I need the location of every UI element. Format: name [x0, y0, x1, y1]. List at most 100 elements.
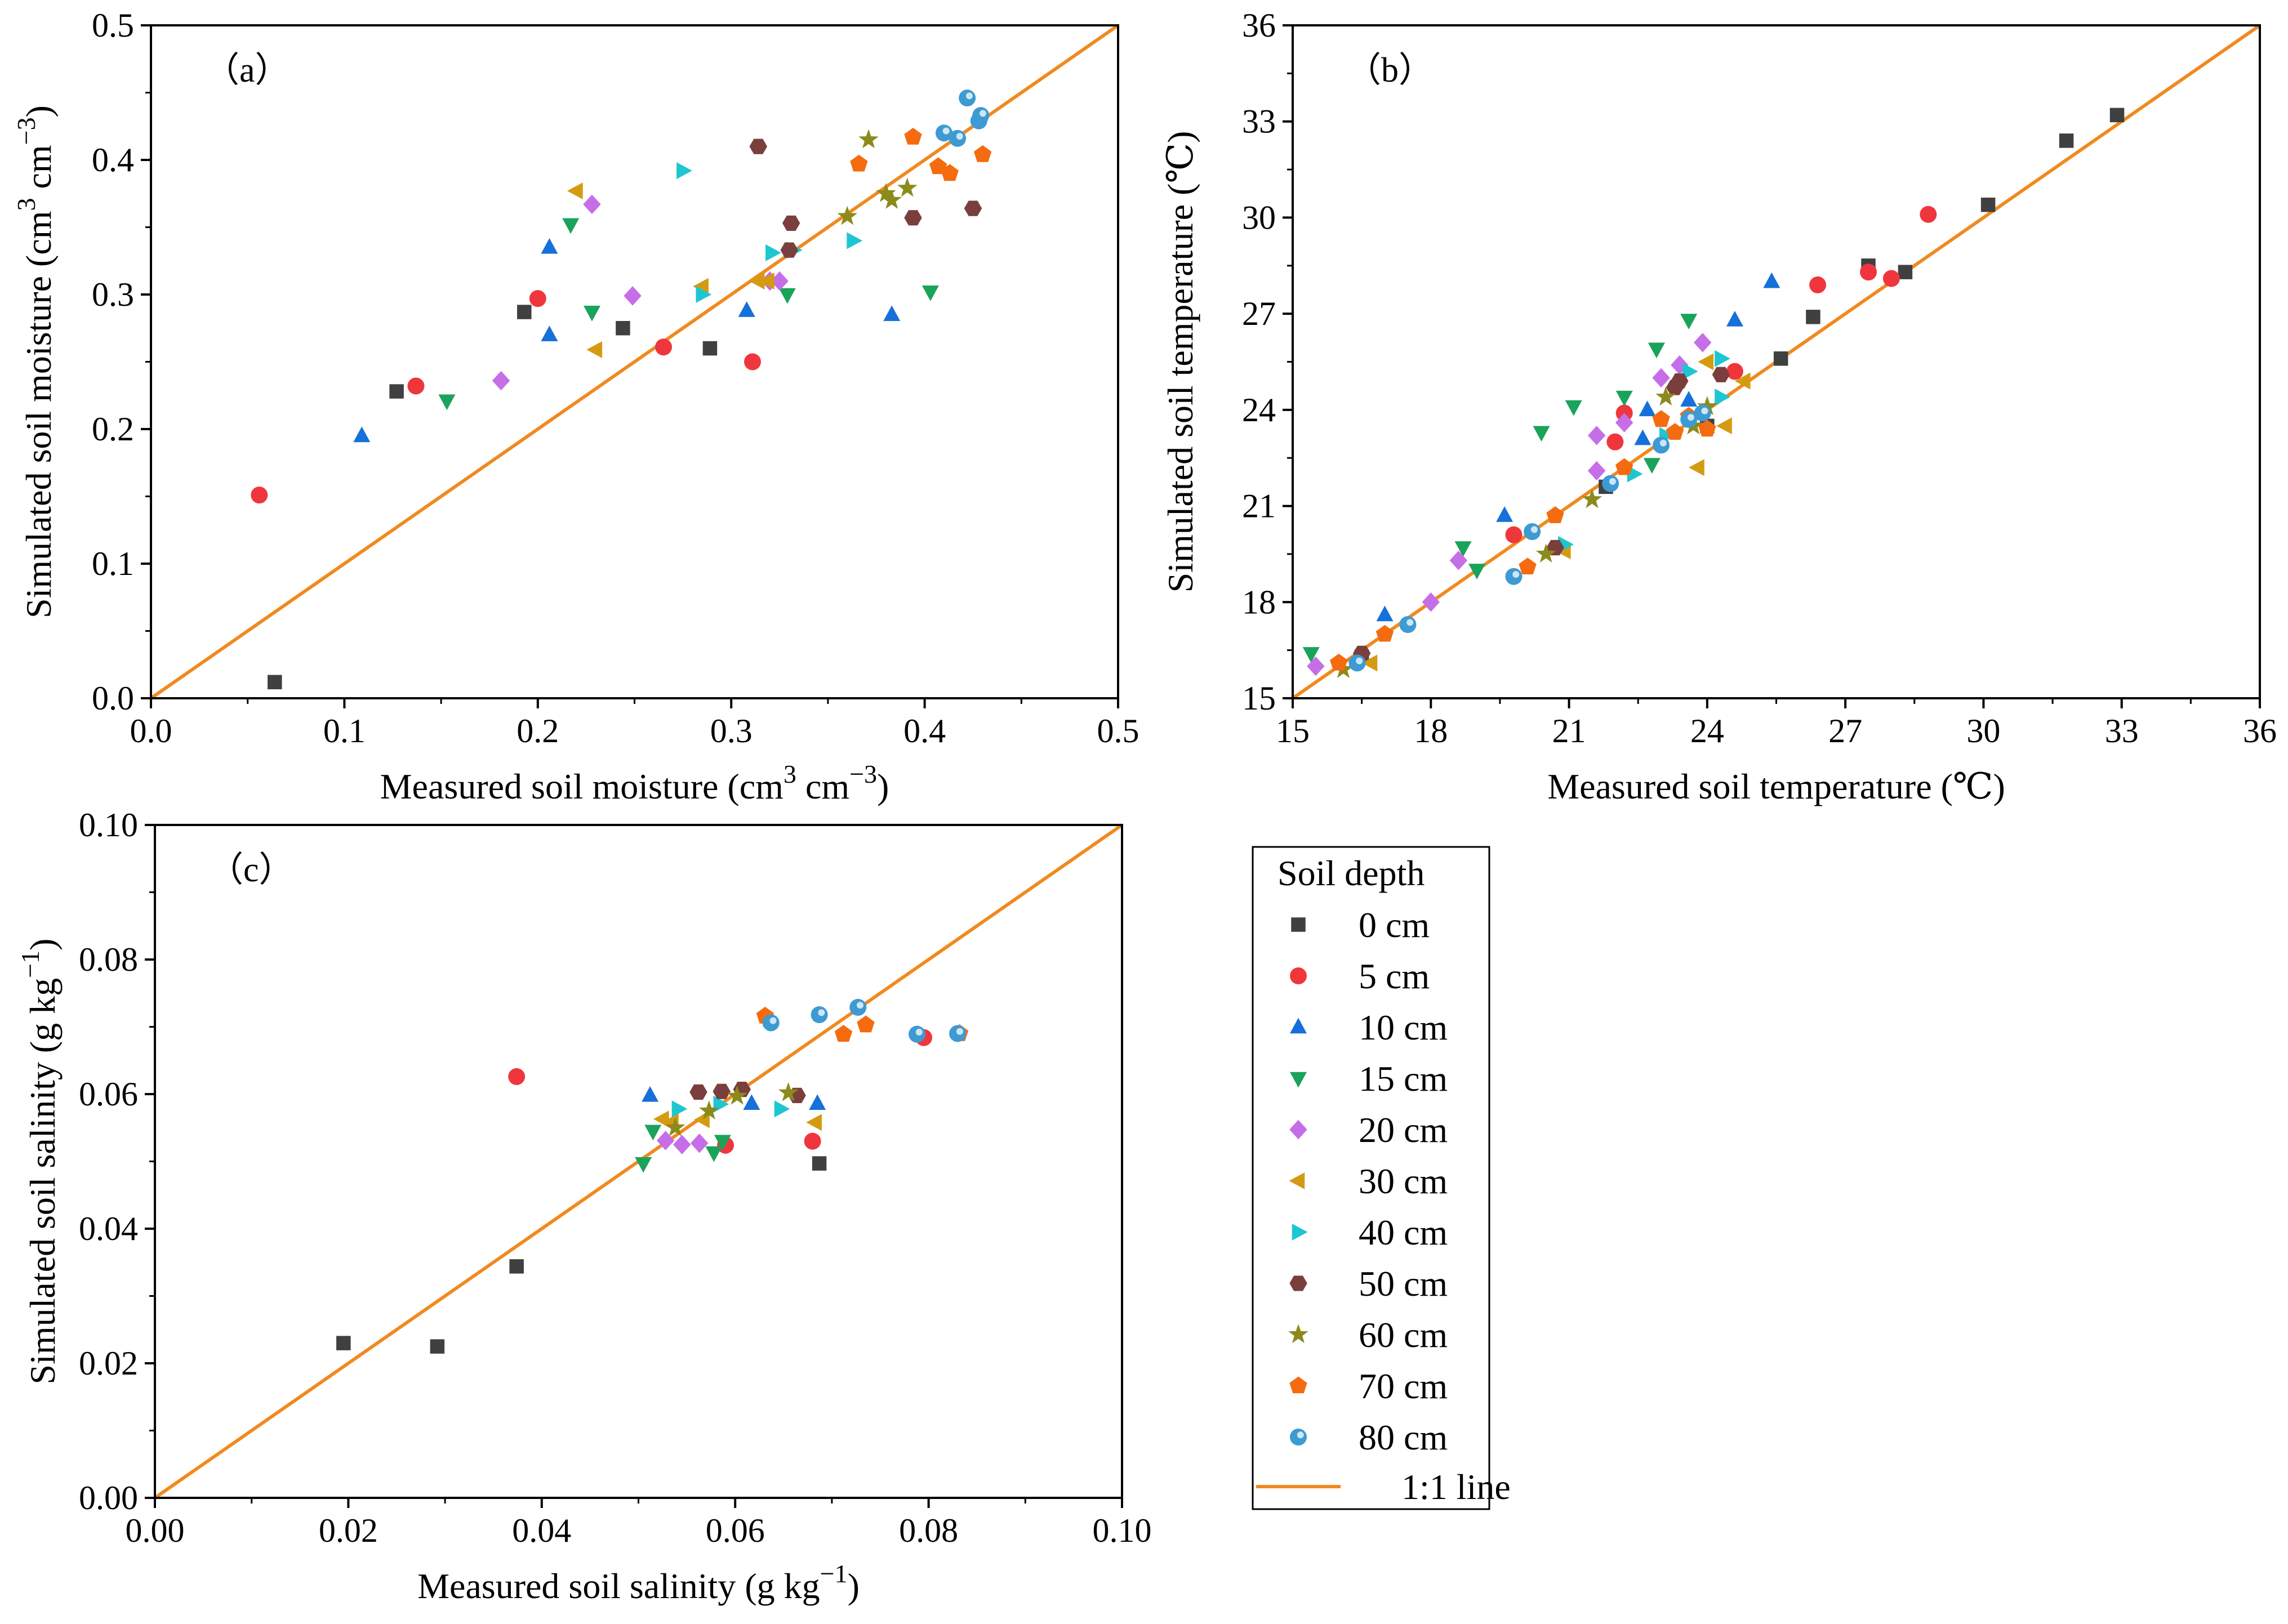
data-point-70cm — [1698, 420, 1716, 437]
data-point-10cm — [1634, 429, 1652, 445]
y-axis-title: Simulated soil temperature (℃) — [1160, 131, 1200, 593]
data-point-80cm — [1694, 404, 1711, 422]
data-point-0cm — [1898, 265, 1913, 279]
y-tick-label: 0.08 — [79, 941, 138, 978]
data-point-15cm — [635, 1157, 652, 1173]
data-point-0cm — [509, 1259, 524, 1274]
data-point-5cm — [804, 1132, 821, 1150]
data-point-50cm — [782, 215, 800, 231]
data-point-20cm — [1587, 461, 1606, 481]
data-point-10cm — [743, 1094, 760, 1110]
series-70cm — [850, 127, 992, 181]
data-point-15cm — [705, 1146, 723, 1162]
data-point-15cm — [1454, 541, 1472, 557]
legend-label-80cm: 80 cm — [1359, 1417, 1448, 1457]
data-point-60cm — [882, 190, 902, 209]
data-point-70cm — [1615, 458, 1633, 475]
y-tick-label: 30 — [1242, 199, 1276, 236]
data-point-0cm — [517, 305, 532, 319]
data-point-15cm — [1468, 564, 1486, 579]
data-point-30cm — [806, 1114, 822, 1131]
series-0cm — [268, 305, 718, 690]
data-point-5cm — [1920, 206, 1937, 223]
y-tick-label: 0.2 — [92, 411, 134, 448]
data-point-30cm — [567, 182, 583, 199]
data-point-80cm — [949, 130, 966, 147]
data-point-60cm — [699, 1100, 719, 1119]
data-point-30cm — [653, 1110, 669, 1128]
data-point-15cm — [1565, 400, 1582, 416]
data-point-50cm — [780, 242, 798, 258]
data-point-5cm — [1882, 270, 1900, 287]
y-tick-label: 0.1 — [92, 545, 134, 582]
data-point-70cm — [973, 145, 992, 162]
series-60cm — [665, 1082, 799, 1136]
data-point-20cm — [1615, 413, 1633, 432]
data-point-0cm — [616, 321, 630, 336]
panel-label: （b） — [1346, 51, 1434, 90]
y-axis-title: Simulated soil moisture (cm3 cm−3) — [12, 105, 59, 618]
data-point-30cm — [1361, 654, 1378, 672]
series-10cm — [353, 238, 901, 443]
data-point-80cm — [1680, 411, 1698, 428]
data-point-80cm — [959, 90, 976, 107]
data-point-60cm — [897, 177, 918, 197]
data-point-10cm — [353, 426, 371, 443]
legend-label-15cm: 15 cm — [1359, 1059, 1448, 1099]
x-tick-label: 0.1 — [323, 712, 366, 749]
series-5cm — [251, 290, 761, 504]
y-tick-label: 33 — [1242, 103, 1276, 140]
data-point-40cm — [774, 1100, 790, 1118]
data-point-10cm — [541, 238, 558, 254]
legend-label-70cm: 70 cm — [1359, 1366, 1448, 1406]
y-tick-label: 36 — [1242, 7, 1276, 44]
series-30cm — [567, 182, 774, 358]
data-point-5cm — [508, 1068, 526, 1085]
legend-title: Soil depth — [1277, 853, 1425, 893]
y-tick-label: 0.5 — [92, 7, 134, 44]
data-point-10cm — [738, 301, 755, 317]
x-tick-label: 0.2 — [517, 712, 559, 749]
data-point-20cm — [673, 1135, 691, 1154]
legend-label-0cm: 0 cm — [1359, 905, 1430, 945]
data-point-10cm — [642, 1086, 659, 1102]
data-point-40cm — [847, 232, 863, 249]
y-tick-label: 21 — [1242, 488, 1276, 525]
legend-marker-5cm — [1290, 967, 1307, 984]
panel-label: （a） — [204, 51, 290, 90]
data-point-0cm — [2059, 133, 2074, 148]
data-point-50cm — [689, 1084, 707, 1100]
x-axis-title: Measured soil temperature (℃) — [1547, 766, 2005, 806]
data-point-20cm — [492, 371, 510, 391]
data-point-10cm — [1639, 400, 1656, 417]
data-point-10cm — [1726, 311, 1743, 327]
series-15cm — [438, 218, 939, 411]
data-point-5cm — [655, 338, 673, 356]
data-point-20cm — [771, 271, 789, 291]
x-tick-label: 24 — [1690, 712, 1724, 749]
data-point-70cm — [850, 154, 868, 172]
data-point-5cm — [1860, 264, 1877, 281]
series-10cm — [642, 1086, 826, 1110]
data-point-50cm — [713, 1083, 731, 1099]
data-point-80cm — [811, 1006, 828, 1023]
x-tick-label: 0.06 — [706, 1512, 765, 1549]
data-point-0cm — [812, 1156, 827, 1171]
data-point-10cm — [809, 1094, 826, 1110]
legend-marker-10cm — [1290, 1018, 1307, 1034]
y-tick-label: 24 — [1242, 391, 1276, 429]
data-point-30cm — [749, 273, 765, 290]
data-point-50cm — [964, 200, 982, 216]
legend-label-20cm: 20 cm — [1359, 1110, 1448, 1150]
data-point-15cm — [1615, 390, 1633, 407]
data-point-60cm — [1655, 386, 1676, 406]
data-point-15cm — [438, 394, 456, 411]
data-point-0cm — [268, 675, 282, 690]
data-point-50cm — [749, 139, 767, 154]
legend-marker-30cm — [1289, 1172, 1305, 1189]
data-point-60cm — [1535, 543, 1556, 563]
y-tick-label: 27 — [1242, 295, 1276, 332]
legend-marker-70cm — [1289, 1376, 1307, 1394]
data-point-10cm — [883, 305, 901, 322]
